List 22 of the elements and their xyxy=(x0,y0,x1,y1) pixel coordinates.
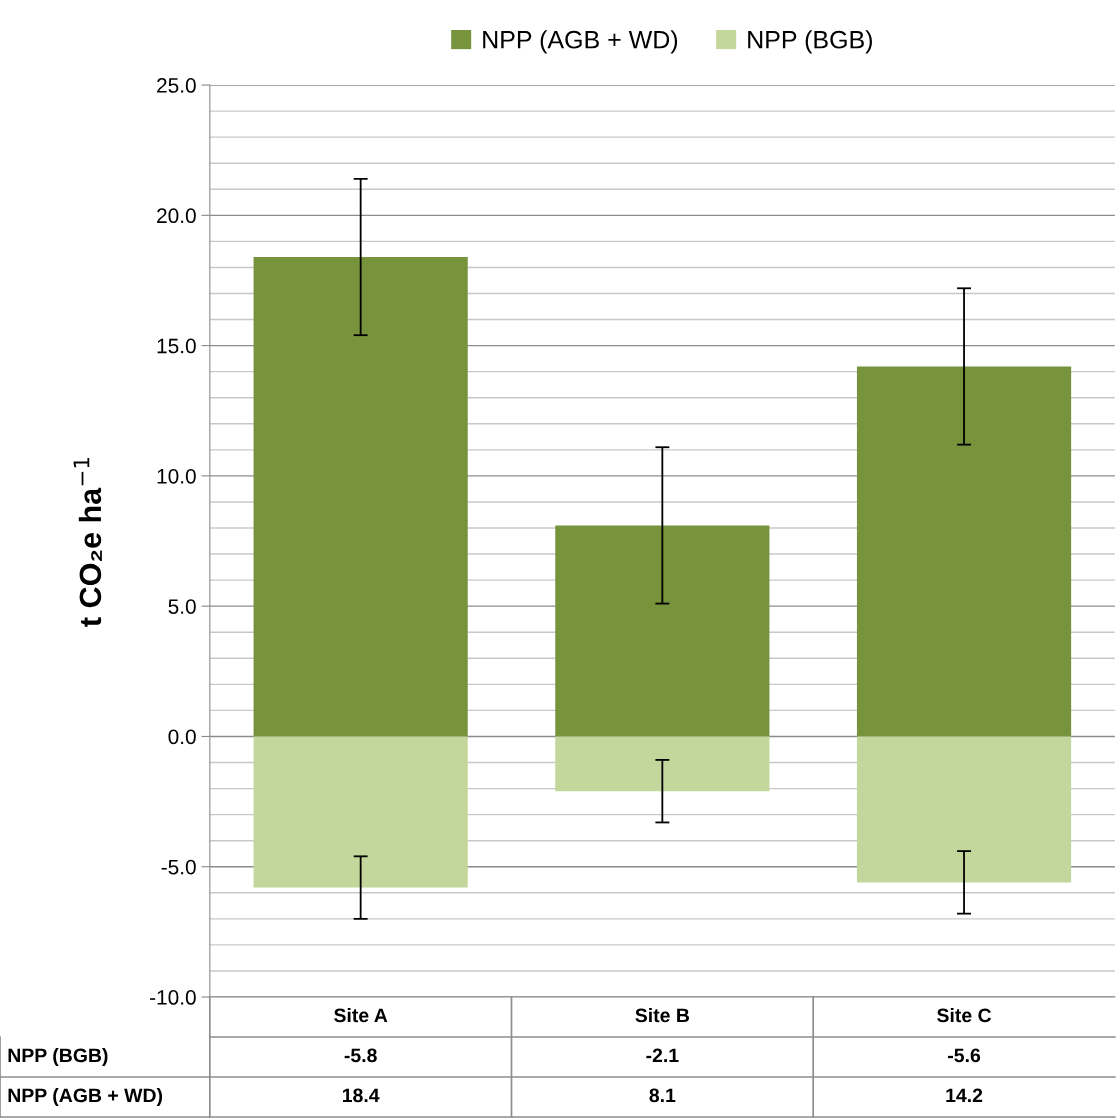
data-label: -5.6 xyxy=(948,1048,981,1063)
y-tick-label: 0.0 xyxy=(168,729,196,745)
x-tick-label: Site C xyxy=(937,1007,992,1023)
y-tick-label: -10.0 xyxy=(150,990,196,1005)
legend-label: NPP (BGB) xyxy=(748,30,872,54)
y-axis-title: t CO₂e ha$^{−1}$ xyxy=(73,457,102,627)
y-tick-label: -5.0 xyxy=(161,859,196,875)
legend-label: NPP (AGB + WD) xyxy=(483,30,678,54)
data-label: 8.1 xyxy=(649,1088,676,1103)
y-tick-label: 25.0 xyxy=(157,78,196,93)
text: NPP (AGB + WD) xyxy=(8,1087,163,1107)
x-tick-label: Site B xyxy=(635,1007,690,1023)
y-tick-label: 20.0 xyxy=(157,208,196,224)
y-tick-label: 10.0 xyxy=(157,468,196,484)
y-tick-label: 5.0 xyxy=(168,599,196,614)
data-label: -5.8 xyxy=(344,1048,377,1063)
y-tick-label: 15.0 xyxy=(157,338,196,354)
text: NPP (BGB) xyxy=(8,1047,108,1067)
x-tick-label: Site A xyxy=(334,1007,388,1023)
data-label: 14.2 xyxy=(946,1088,983,1103)
data-label: 18.4 xyxy=(342,1088,380,1103)
data-label: -2.1 xyxy=(646,1048,679,1063)
